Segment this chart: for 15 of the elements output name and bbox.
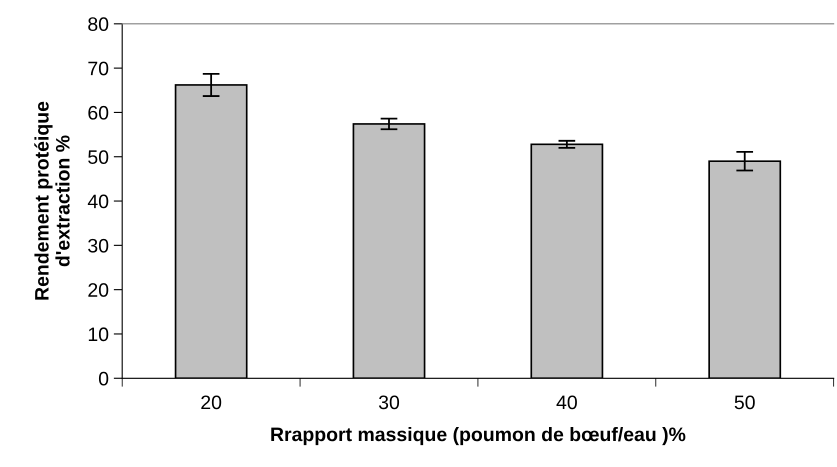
y-axis-title: Rendement protéique d'extraction % <box>34 102 70 300</box>
y-tick-label: 0 <box>98 372 108 386</box>
y-tick-label: 60 <box>88 106 108 120</box>
y-tick-label: 50 <box>88 150 108 164</box>
y-tick-label: 20 <box>88 283 108 297</box>
y-tick-label: 10 <box>88 327 108 342</box>
x-tick-label: 20 <box>201 395 222 410</box>
y-tick-label: 40 <box>88 194 108 208</box>
y-tick-label: 70 <box>88 62 108 76</box>
x-axis-title: Rrapport massique (poumon de bœuf/eau )% <box>271 426 686 446</box>
y-tick-label: 80 <box>88 17 108 32</box>
x-tick-label: 40 <box>556 395 577 410</box>
y-tick-label: 30 <box>88 238 108 253</box>
x-tick-label: 30 <box>378 395 400 410</box>
x-tick-label: 50 <box>734 395 755 410</box>
